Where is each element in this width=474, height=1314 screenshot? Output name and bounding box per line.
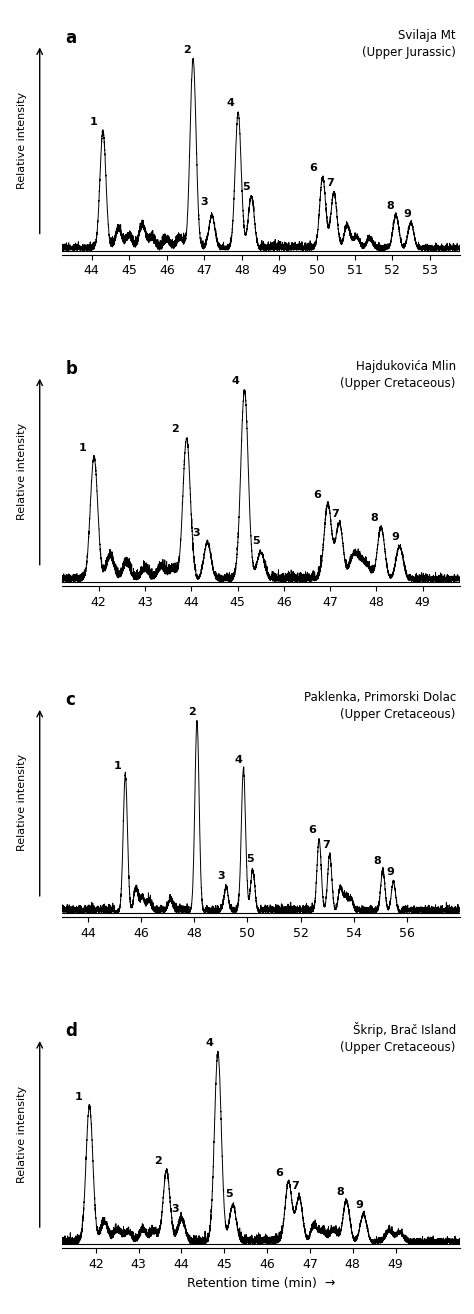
Text: 8: 8 [336,1187,344,1197]
Text: 6: 6 [309,825,317,836]
Text: 1: 1 [113,761,121,770]
Text: Relative intensity: Relative intensity [17,92,27,189]
Text: 8: 8 [370,512,378,523]
Text: 1: 1 [75,1092,82,1101]
Text: 2: 2 [183,45,191,55]
Text: a: a [65,29,77,46]
Text: 3: 3 [192,528,200,539]
Text: 4: 4 [205,1038,213,1049]
Text: 8: 8 [374,855,382,866]
X-axis label: Retention time (min)  →: Retention time (min) → [186,1277,335,1289]
Text: Hajdukovića Mlin
(Upper Cretaceous): Hajdukovića Mlin (Upper Cretaceous) [340,360,456,390]
Text: Škrip, Brač Island
(Upper Cretaceous): Škrip, Brač Island (Upper Cretaceous) [340,1022,456,1054]
Text: 4: 4 [231,376,239,386]
Text: 5: 5 [246,854,254,863]
Text: 5: 5 [252,536,260,545]
Text: c: c [65,691,75,710]
Text: d: d [65,1022,77,1041]
Text: 4: 4 [234,754,242,765]
Text: 6: 6 [313,490,321,501]
Text: 7: 7 [331,510,338,519]
Text: 9: 9 [403,209,411,218]
Text: 4: 4 [227,99,235,108]
Text: 9: 9 [355,1200,363,1210]
Text: 8: 8 [386,201,394,212]
Text: 6: 6 [310,163,317,173]
Text: 7: 7 [291,1181,299,1192]
Text: 1: 1 [79,443,86,452]
Text: 3: 3 [217,871,225,880]
Text: Relative intensity: Relative intensity [17,754,27,851]
Text: 2: 2 [188,707,196,717]
Text: 9: 9 [391,532,399,543]
Text: Relative intensity: Relative intensity [17,1085,27,1183]
Text: 7: 7 [326,179,334,188]
Text: Svilaja Mt
(Upper Jurassic): Svilaja Mt (Upper Jurassic) [362,29,456,59]
Text: 1: 1 [90,117,98,127]
Text: 7: 7 [322,841,329,850]
Text: b: b [65,360,77,377]
Text: 2: 2 [171,423,179,434]
Text: Relative intensity: Relative intensity [17,423,27,520]
Text: 5: 5 [242,181,249,192]
Text: 5: 5 [225,1189,232,1198]
Text: 6: 6 [275,1168,283,1177]
Text: Paklenka, Primorski Dolac
(Upper Cretaceous): Paklenka, Primorski Dolac (Upper Cretace… [303,691,456,721]
Text: 9: 9 [387,867,395,878]
Text: 2: 2 [154,1156,162,1167]
Text: 3: 3 [201,197,208,208]
Text: 3: 3 [171,1204,179,1214]
